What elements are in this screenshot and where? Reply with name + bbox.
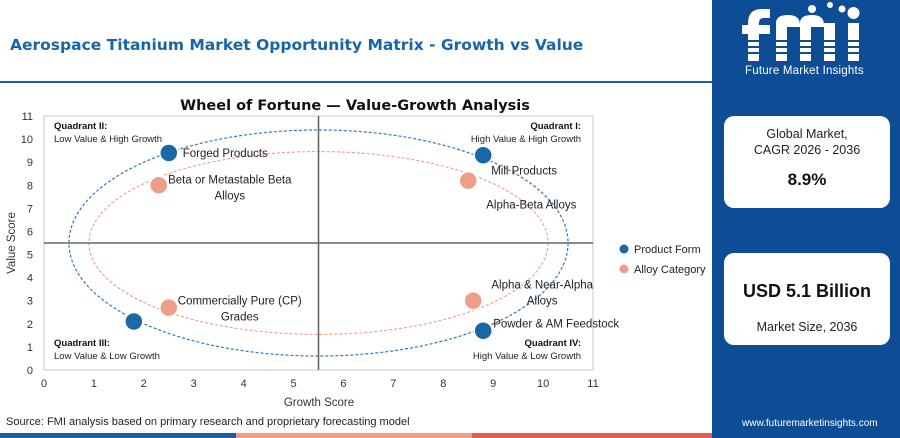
x-tick-label: 11 — [587, 378, 598, 390]
bar-segment — [236, 433, 472, 438]
x-tick-label: 3 — [191, 378, 197, 390]
y-tick-label: 10 — [21, 134, 33, 146]
x-tick-label: 6 — [340, 378, 346, 390]
x-tick-label: 9 — [490, 378, 496, 390]
alloy-category-point-label: Commercially Pure (CP) — [178, 296, 302, 308]
bar-segment — [0, 433, 236, 438]
y-tick-label: 8 — [27, 180, 33, 192]
x-tick-label: 5 — [290, 378, 296, 390]
quadrant-title-q1: Quadrant I: — [530, 121, 581, 132]
product-form-point-label: Mill Products — [491, 165, 557, 177]
alloy-category-point-label: Beta or Metastable Beta — [168, 174, 292, 186]
page-title: Aerospace Titanium Market Opportunity Ma… — [10, 36, 584, 54]
product-form-point[interactable] — [473, 320, 493, 341]
market-size-label: Market Size, 2036 — [756, 320, 858, 334]
quadrant-subtitle-q1: High Value & High Growth — [471, 134, 581, 145]
x-axis-title: Growth Score — [284, 397, 354, 409]
quadrant-title-q2: Quadrant II: — [54, 121, 107, 132]
y-tick-label: 5 — [27, 250, 33, 262]
cagr-value: 8.9% — [787, 170, 827, 189]
x-tick-label: 1 — [91, 378, 97, 390]
alloy-category-point-label: Grades — [221, 312, 259, 324]
market-size-card: USD 5.1 Billion Market Size, 2036 — [724, 253, 890, 345]
legend-marker-product-form — [619, 244, 629, 254]
x-tick-label: 10 — [537, 378, 549, 390]
side-panel: fmi Future Market Insights Global Market… — [712, 0, 900, 433]
alloy-category-point[interactable] — [463, 290, 483, 311]
y-tick-label: 7 — [27, 203, 33, 215]
quadrant-subtitle-q4: High Value & Low Growth — [473, 351, 581, 362]
x-tick-label: 0 — [41, 378, 47, 390]
alloy-category-point-label: Alpha & Near-Alpha — [491, 280, 593, 292]
x-tick-label: 8 — [440, 378, 446, 390]
y-tick-label: 11 — [22, 111, 33, 123]
alloy-category-point[interactable] — [458, 170, 478, 191]
cagr-label-line2: CAGR 2026 - 2036 — [753, 143, 861, 157]
quadrant-subtitle-q3: Low Value & Low Growth — [54, 351, 160, 362]
y-tick-label: 9 — [27, 157, 33, 169]
y-tick-label: 0 — [27, 365, 33, 377]
cagr-label-line1: Global Market, — [766, 127, 848, 141]
legend-label-product-form: Product Form — [634, 244, 701, 256]
source-note: Source: FMI analysis based on primary re… — [6, 416, 410, 428]
cagr-label: Global Market, CAGR 2026 - 2036 — [724, 126, 890, 158]
chart-area: 0 1 2 3 4 5 6 7 8 9 10 11 0 1 2 3 4 5 6 7 8 9 10 11 Quadrant II… — [0, 88, 712, 418]
quadrant-title-q3: Quadrant III: — [54, 338, 110, 349]
bottom-color-bar — [0, 433, 900, 438]
market-size-value: USD 5.1 Billion — [742, 281, 872, 301]
y-tick-label: 1 — [27, 342, 33, 354]
opportunity-matrix-chart: 0 1 2 3 4 5 6 7 8 9 10 11 0 1 2 3 4 5 6 7 8 9 10 11 Quadrant II… — [6, 98, 706, 409]
product-form-point[interactable] — [159, 143, 179, 163]
alloy-category-point-label: Alloys — [527, 296, 558, 308]
alloy-category-point-label: Alloys — [214, 190, 245, 202]
x-tick-label: 4 — [241, 378, 247, 390]
fmi-logo[interactable]: fmi Future Market Insights — [712, 0, 900, 88]
quadrant-subtitle-q2: Low Value & High Growth — [54, 134, 162, 145]
y-axis-title: Value Score — [6, 212, 18, 274]
y-tick-label: 2 — [27, 319, 33, 331]
product-form-point[interactable] — [124, 311, 144, 332]
legend-label-alloy-category: Alloy Category — [634, 264, 706, 276]
alloy-category-point-label: Alpha-Beta Alloys — [486, 200, 576, 212]
legend-marker-alloy-category — [619, 264, 629, 274]
bar-segment — [472, 433, 712, 438]
y-tick-label: 3 — [27, 296, 33, 308]
y-tick-label: 4 — [27, 273, 33, 285]
chart-title: Wheel of Fortune — Value-Growth Analysis — [180, 98, 530, 114]
fmi-logo-icon: fmi — [742, 2, 877, 61]
alloy-category-point[interactable] — [159, 297, 179, 318]
title-divider — [0, 81, 712, 83]
cagr-card: Global Market, CAGR 2026 - 2036 8.9% — [724, 116, 890, 208]
product-form-point-label: Powder & AM Feedstock — [493, 319, 619, 331]
quadrant-title-q4: Quadrant IV: — [525, 338, 581, 349]
y-tick-label: 6 — [27, 226, 33, 238]
x-tick-label: 7 — [390, 378, 396, 390]
alloy-category-point[interactable] — [149, 175, 169, 196]
logo-tagline: Future Market Insights — [745, 65, 864, 77]
bar-segment — [712, 433, 900, 438]
website-link[interactable]: www.futuremarketinsights.com — [742, 418, 878, 429]
x-tick-label: 2 — [141, 378, 147, 390]
product-form-point[interactable] — [473, 145, 493, 166]
product-form-point-label: Forged Products — [183, 148, 268, 160]
